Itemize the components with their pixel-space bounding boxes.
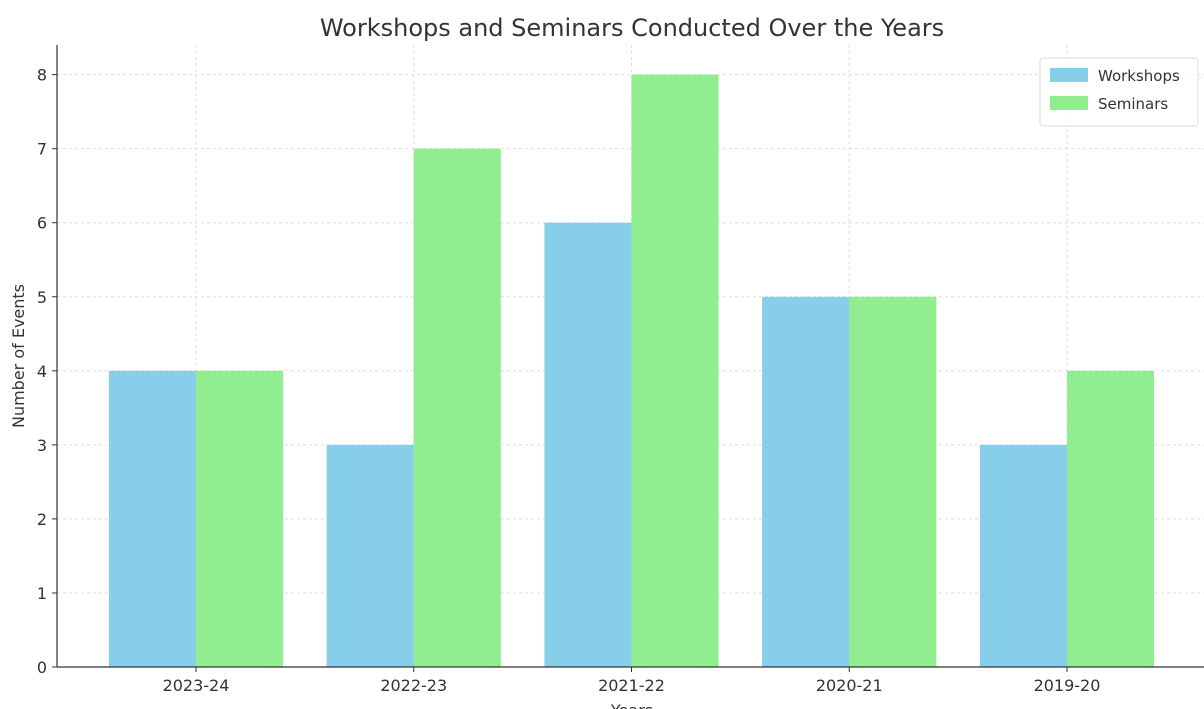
legend-label: Workshops [1098, 67, 1180, 85]
x-tick-label: 2020-21 [816, 676, 883, 695]
y-tick-label: 3 [37, 436, 47, 455]
bar [326, 444, 414, 667]
x-tick-label: 2022-23 [380, 676, 447, 695]
chart-title: Workshops and Seminars Conducted Over th… [320, 14, 944, 42]
bar [849, 296, 937, 667]
legend-swatch [1050, 96, 1088, 110]
y-tick-label: 0 [37, 658, 47, 677]
y-tick-label: 5 [37, 288, 47, 307]
y-tick-label: 1 [37, 584, 47, 603]
legend-label: Seminars [1098, 95, 1168, 113]
legend-swatch [1050, 68, 1088, 82]
y-tick-label: 4 [37, 362, 47, 381]
y-tick-label: 6 [37, 214, 47, 233]
bar [979, 444, 1067, 667]
bar [1067, 370, 1155, 667]
bar [631, 74, 719, 668]
bar [108, 370, 196, 667]
x-tick-label: 2021-22 [598, 676, 665, 695]
bar [196, 370, 284, 667]
x-tick-label: 2019-20 [1034, 676, 1101, 695]
bar [544, 222, 632, 667]
bar [413, 148, 501, 667]
x-tick-label: 2023-24 [163, 676, 230, 695]
y-tick-label: 2 [37, 510, 47, 529]
y-axis-label: Number of Events [9, 284, 28, 428]
y-tick-label: 8 [37, 66, 47, 85]
bar [762, 296, 850, 667]
x-axis-label: Years [610, 701, 653, 709]
y-tick-label: 7 [37, 140, 47, 159]
